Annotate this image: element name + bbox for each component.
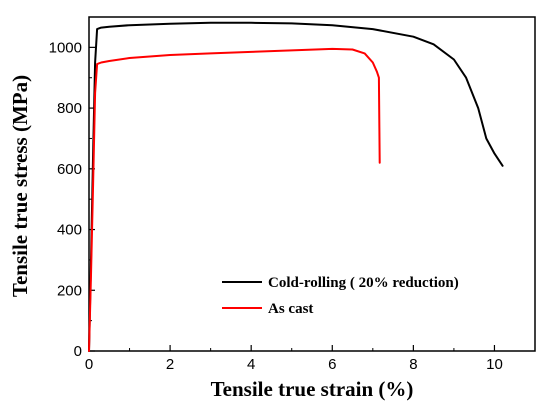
legend-label: As cast	[268, 301, 313, 317]
legend: Cold-rolling ( 20% reduction) As cast	[222, 275, 459, 317]
series-line-as-cast	[88, 47, 381, 352]
y-tick-label: 400	[57, 222, 82, 239]
series-line-cold-rolling	[88, 21, 504, 352]
y-tick-label: 800	[57, 100, 82, 117]
legend-label: Cold-rolling ( 20% reduction)	[268, 275, 459, 291]
y-tick-label: 600	[57, 161, 82, 178]
x-tick-label: 4	[247, 356, 255, 373]
x-axis-title: Tensile true strain (%)	[211, 377, 414, 401]
x-tick-label: 10	[486, 356, 503, 373]
x-tick-label: 6	[328, 356, 336, 373]
x-tick-label: 8	[409, 356, 417, 373]
x-tick-label: 0	[85, 356, 93, 373]
y-tick-label: 0	[74, 343, 82, 360]
series-layer	[88, 21, 504, 352]
y-tick-label: 200	[57, 282, 82, 299]
y-tick-label: 1000	[49, 39, 82, 56]
y-axis-ticks: 0 200 400 600 800 1000	[49, 39, 95, 360]
x-axis-ticks: 0 2 4 6 8 10	[85, 345, 503, 373]
plot-frame	[88, 16, 536, 352]
y-axis-title: Tensile true stress (MPa)	[8, 75, 32, 297]
x-tick-label: 2	[166, 356, 174, 373]
plot-border	[88, 16, 536, 352]
